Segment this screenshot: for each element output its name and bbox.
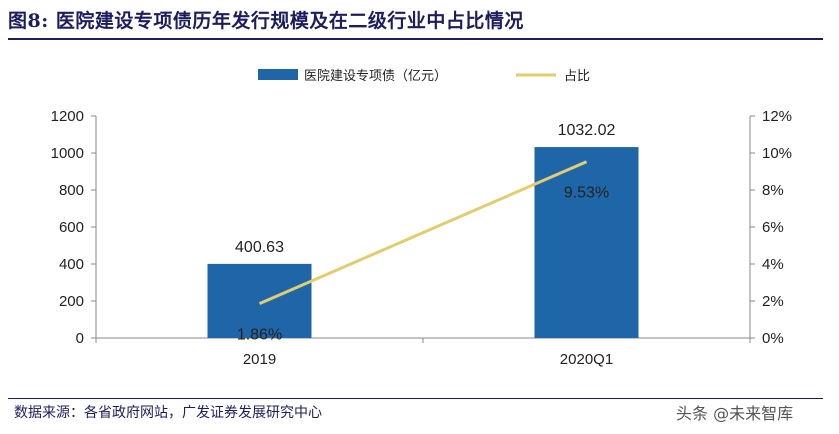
legend-label-line: 占比	[564, 69, 590, 84]
y-right-tick-label: 4%	[762, 256, 784, 273]
y-left-tick-label: 1000	[51, 145, 84, 162]
y-left-tick-label: 0	[76, 330, 84, 347]
legend: 医院建设专项债（亿元） 占比	[258, 69, 590, 84]
line-value-label: 9.53%	[564, 185, 609, 202]
figure-title: 图8: 医院建设专项债历年发行规模及在二级行业中占比情况	[8, 10, 524, 32]
bar-value-label: 1032.02	[558, 122, 616, 139]
title-rule	[8, 38, 823, 40]
line-value-label: 1.86%	[237, 327, 282, 344]
y-left-tick-label: 600	[59, 219, 84, 236]
x-category-label: 2019	[243, 351, 276, 368]
y-right-tick-label: 2%	[762, 293, 784, 310]
y-left-tick-label: 400	[59, 256, 84, 273]
y-left-tick-label: 200	[59, 293, 84, 310]
y-left-tick-label: 800	[59, 182, 84, 199]
chart: 医院建设专项债（亿元） 占比 0 200 400 600 800 1000 1200 0% 2%…	[51, 69, 792, 368]
x-category-label: 2020Q1	[560, 351, 613, 368]
legend-label-bar: 医院建设专项债（亿元）	[304, 69, 447, 84]
axes: 0 200 400 600 800 1000 1200 0% 2% 4% 6% 8% 10% 12% 201…	[51, 108, 792, 368]
bars	[207, 147, 639, 338]
bar-value-label: 400.63	[235, 239, 284, 256]
bar	[207, 263, 312, 338]
legend-swatch-bar	[258, 69, 298, 80]
source-note: 数据来源：各省政府网站，广发证券发展研究中心	[14, 405, 322, 421]
y-left-tick-label: 1200	[51, 108, 84, 125]
y-right-tick-label: 8%	[762, 182, 784, 199]
share-line-path	[258, 160, 588, 305]
bar	[534, 147, 639, 338]
y-right-tick-label: 12%	[762, 108, 792, 125]
data-labels: 400.63 1032.02 1.86% 9.53%	[235, 122, 615, 344]
y-right-tick-label: 6%	[762, 219, 784, 236]
source-rule	[8, 398, 823, 399]
share-line	[258, 160, 588, 305]
y-right-tick-label: 0%	[762, 330, 784, 347]
watermark: 头条 @未来智库	[676, 404, 794, 423]
y-right-tick-label: 10%	[762, 145, 792, 162]
